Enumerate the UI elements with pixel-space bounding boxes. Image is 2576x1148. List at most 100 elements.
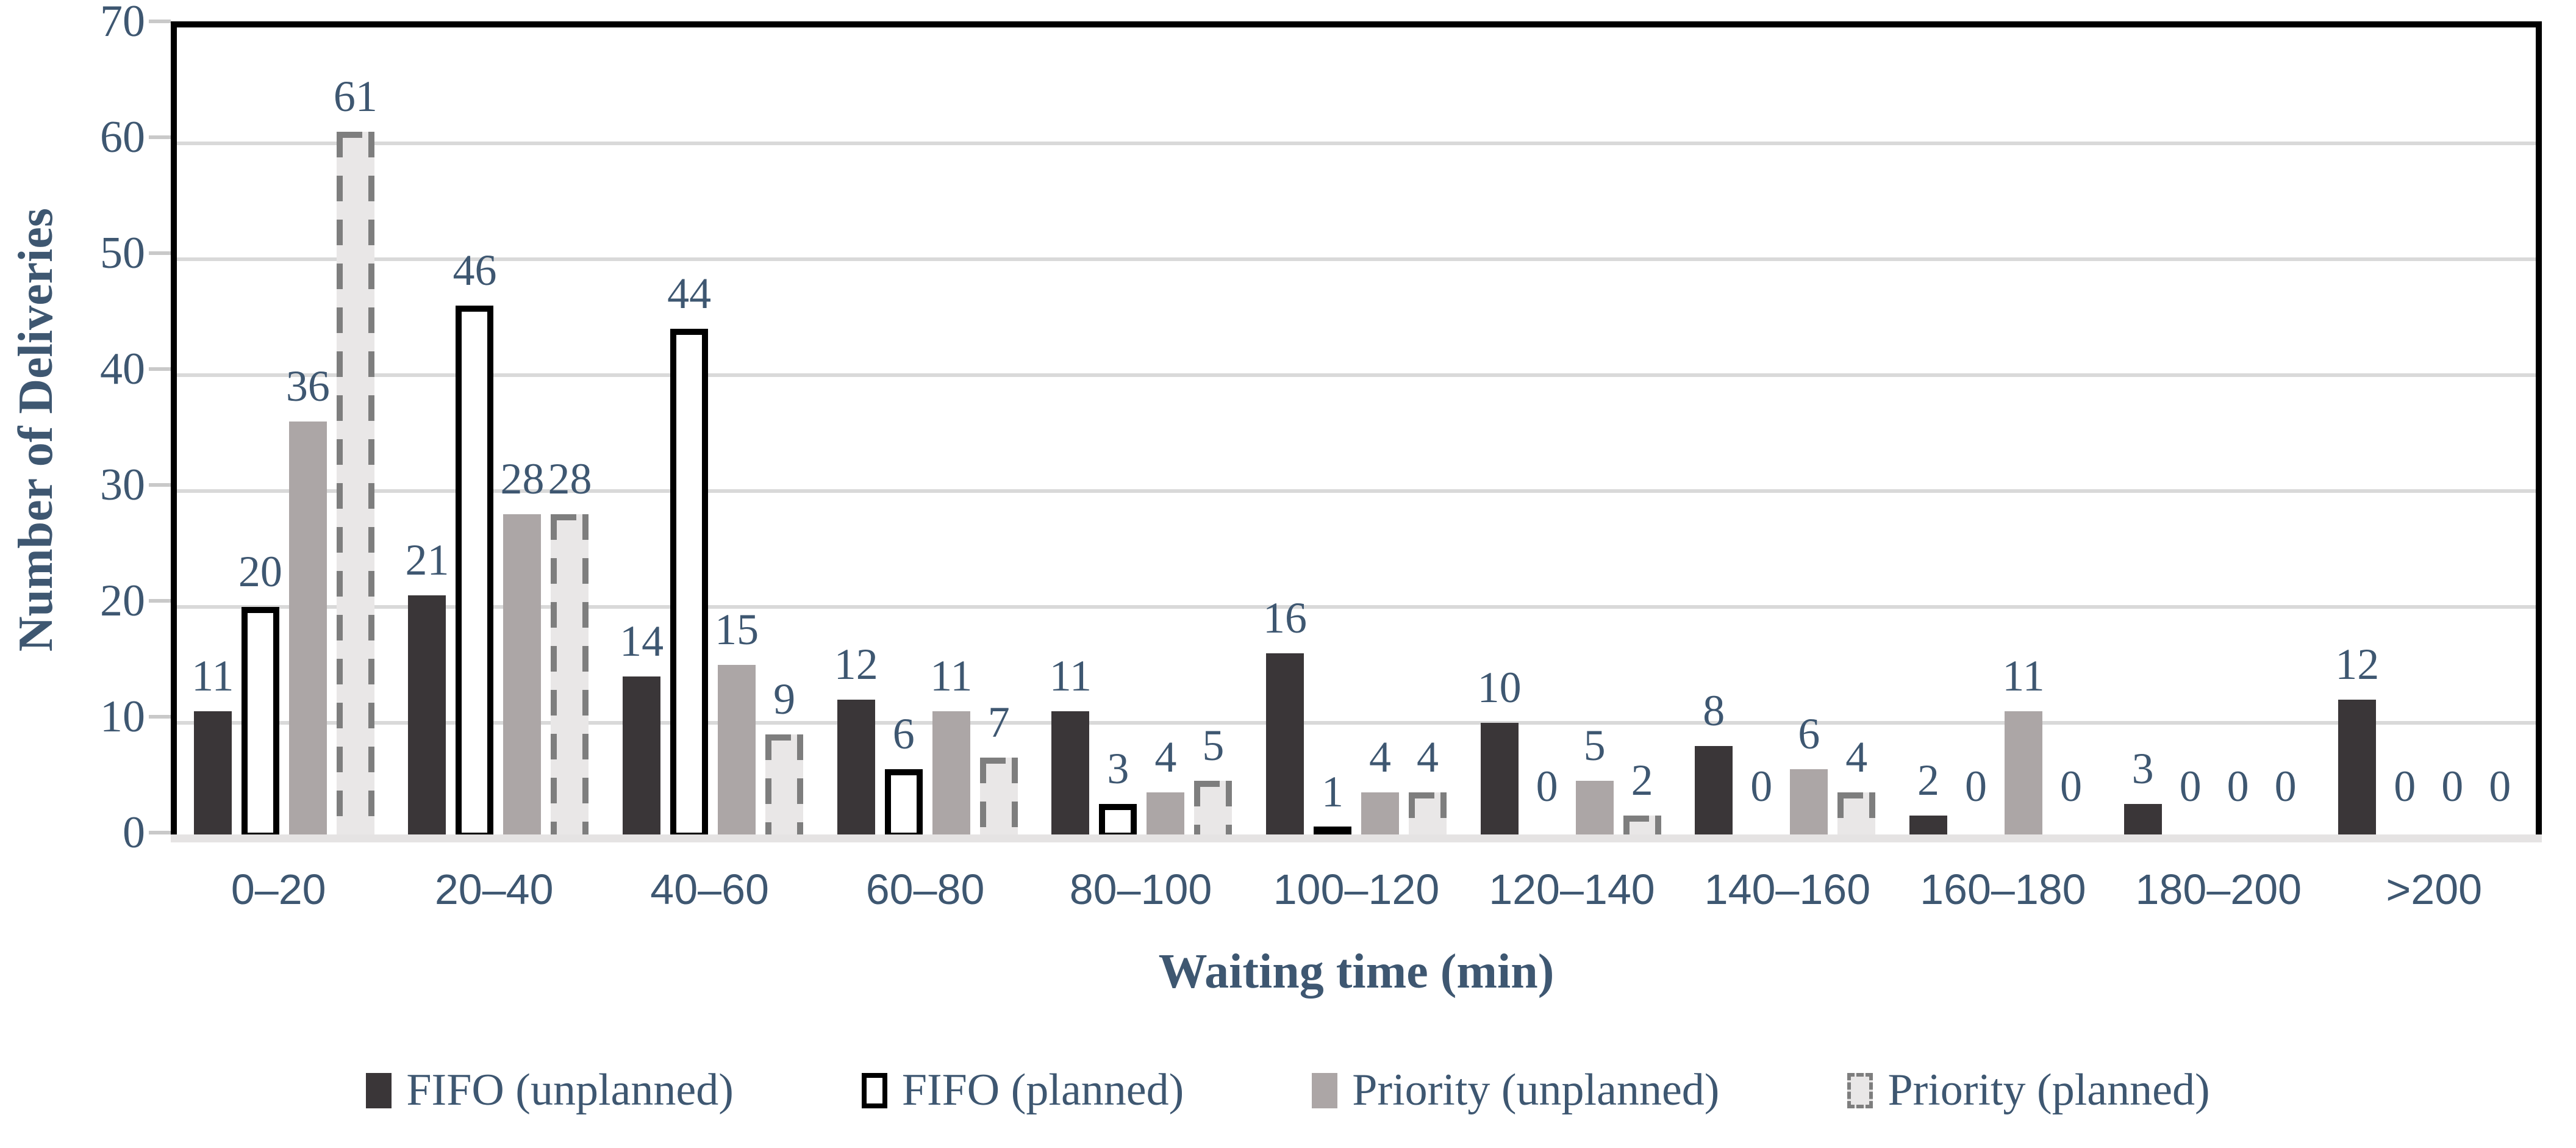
- y-tick-label: 30: [100, 460, 145, 510]
- bar-priority-unplanned: [1361, 792, 1400, 839]
- bar-priority-unplanned: [1575, 781, 1614, 839]
- bar-group-120-140: 10 0 5 2: [1464, 27, 1678, 839]
- data-label: 6: [892, 709, 915, 758]
- bar-slot: 36: [286, 27, 330, 839]
- data-label: 4: [1154, 733, 1177, 781]
- bar-priority-unplanned: [2004, 711, 2042, 839]
- bar-slot: 46: [453, 27, 497, 839]
- legend-item-priority-planned: Priority (planned): [1847, 1064, 2210, 1116]
- data-label: 12: [2335, 640, 2380, 689]
- data-label: 14: [620, 617, 664, 665]
- data-label: 4: [1417, 733, 1439, 781]
- bar-slot: 3: [2123, 27, 2162, 839]
- bar-slot: 7: [979, 27, 1018, 839]
- data-label: 9: [773, 675, 796, 724]
- bar-slot: 4: [1837, 27, 1876, 839]
- data-label: 2: [1917, 756, 1939, 805]
- y-tick-label: 10: [100, 692, 145, 742]
- bar-priority-planned: [765, 734, 804, 839]
- bar-group-60-80: 12 6 11 7: [820, 27, 1035, 839]
- data-label: 44: [667, 269, 712, 318]
- data-label: 4: [1369, 733, 1392, 781]
- bar-slot: 4: [1147, 27, 1185, 839]
- bar-fifo-unplanned: [623, 676, 661, 839]
- bar-priority-unplanned: [932, 711, 970, 839]
- data-label: 6: [1798, 709, 1820, 758]
- bar-slot: 2: [1623, 27, 1661, 839]
- bar-slot: 0: [2386, 27, 2424, 839]
- data-label: 0: [2489, 762, 2511, 811]
- bar-slot: 28: [548, 27, 592, 839]
- legend-label: Priority (unplanned): [1352, 1065, 1720, 1115]
- bar-slot: 8: [1695, 27, 1733, 839]
- bar-priority-unplanned: [503, 514, 542, 839]
- y-tick-mark: [149, 135, 171, 139]
- bar-fifo-unplanned: [2338, 700, 2377, 839]
- data-label: 0: [1750, 762, 1773, 811]
- bar-priority-planned: [1837, 792, 1876, 839]
- bar-fifo-unplanned: [837, 700, 875, 839]
- data-label: 15: [715, 605, 759, 654]
- bar-fifo-unplanned: [193, 711, 232, 839]
- bar-slot: 5: [1575, 27, 1614, 839]
- y-tick-label: 60: [100, 112, 145, 162]
- gridline: [177, 605, 2536, 609]
- legend-item-fifo-unplanned: FIFO (unplanned): [366, 1064, 734, 1116]
- bar-priority-planned: [1194, 781, 1233, 839]
- y-tick-mark: [149, 251, 171, 255]
- bar-group-200: 12 0 0 0: [2321, 27, 2536, 839]
- y-tick-mark: [149, 715, 171, 719]
- bar-fifo-unplanned: [1695, 746, 1733, 839]
- gridline: [177, 373, 2536, 378]
- data-label: 10: [1477, 663, 1522, 712]
- data-label: 5: [1583, 721, 1606, 770]
- bar-slot: 0: [2433, 27, 2471, 839]
- data-label: 0: [1964, 762, 1987, 811]
- data-label: 5: [1202, 721, 1225, 770]
- x-tick-label: 140–160: [1704, 866, 1871, 913]
- bar-slot: 21: [405, 27, 449, 839]
- bar-slot: 10: [1477, 27, 1522, 839]
- bar-slot: 9: [765, 27, 804, 839]
- bar-slot: 61: [334, 27, 377, 839]
- bar-slot: 14: [620, 27, 664, 839]
- bar-slot: 16: [1263, 27, 1307, 839]
- bar-group-40-60: 14 44 15 9: [606, 27, 820, 839]
- legend-swatch: [1312, 1072, 1338, 1108]
- legend-item-priority-unplanned: Priority (unplanned): [1312, 1064, 1719, 1116]
- category-axis-line: [171, 834, 2542, 842]
- bar-group-0-20: 11 20 36 61: [177, 27, 392, 839]
- bar-slot: 0: [2172, 27, 2209, 839]
- legend: FIFO (unplanned) FIFO (planned) Priority (…: [0, 1064, 2576, 1116]
- bar-fifo-unplanned: [1480, 723, 1519, 839]
- bar-slot: 11: [1050, 27, 1092, 839]
- bar-slot: 1: [1314, 27, 1352, 839]
- data-label: 11: [2002, 651, 2045, 700]
- bar-slot: 0: [2481, 27, 2519, 839]
- gridline: [177, 257, 2536, 261]
- y-tick-label: 20: [100, 576, 145, 626]
- bar-groups: 11 20 36 61 21 46 28 28 14 44 15 9 12 6 11 7 11 3 4 5 16 1 4 4 1…: [177, 27, 2536, 839]
- data-label: 4: [1845, 733, 1868, 781]
- x-tick-label: 40–60: [650, 866, 769, 913]
- bar-slot: 15: [715, 27, 759, 839]
- data-label: 3: [2131, 744, 2154, 793]
- plot-area: 11 20 36 61 21 46 28 28 14 44 15 9 12 6 11 7 11 3 4 5 16 1 4 4 1…: [171, 21, 2542, 842]
- bar-slot: 6: [884, 27, 923, 839]
- data-label: 0: [2274, 762, 2297, 811]
- y-tick-mark: [149, 483, 171, 487]
- legend-swatch: [1847, 1072, 1873, 1108]
- bar-slot: 11: [191, 27, 234, 839]
- bar-slot: 6: [1790, 27, 1828, 839]
- data-label: 2: [1631, 756, 1653, 805]
- bar-slot: 0: [1742, 27, 1780, 839]
- bar-slot: 0: [1957, 27, 1995, 839]
- gridline: [177, 142, 2536, 145]
- data-label: 46: [453, 246, 497, 295]
- data-label: 20: [238, 547, 282, 597]
- x-tick-label: 0–20: [231, 866, 326, 913]
- bar-group-80-100: 11 3 4 5: [1035, 27, 1250, 839]
- bar-fifo-unplanned: [2123, 804, 2162, 839]
